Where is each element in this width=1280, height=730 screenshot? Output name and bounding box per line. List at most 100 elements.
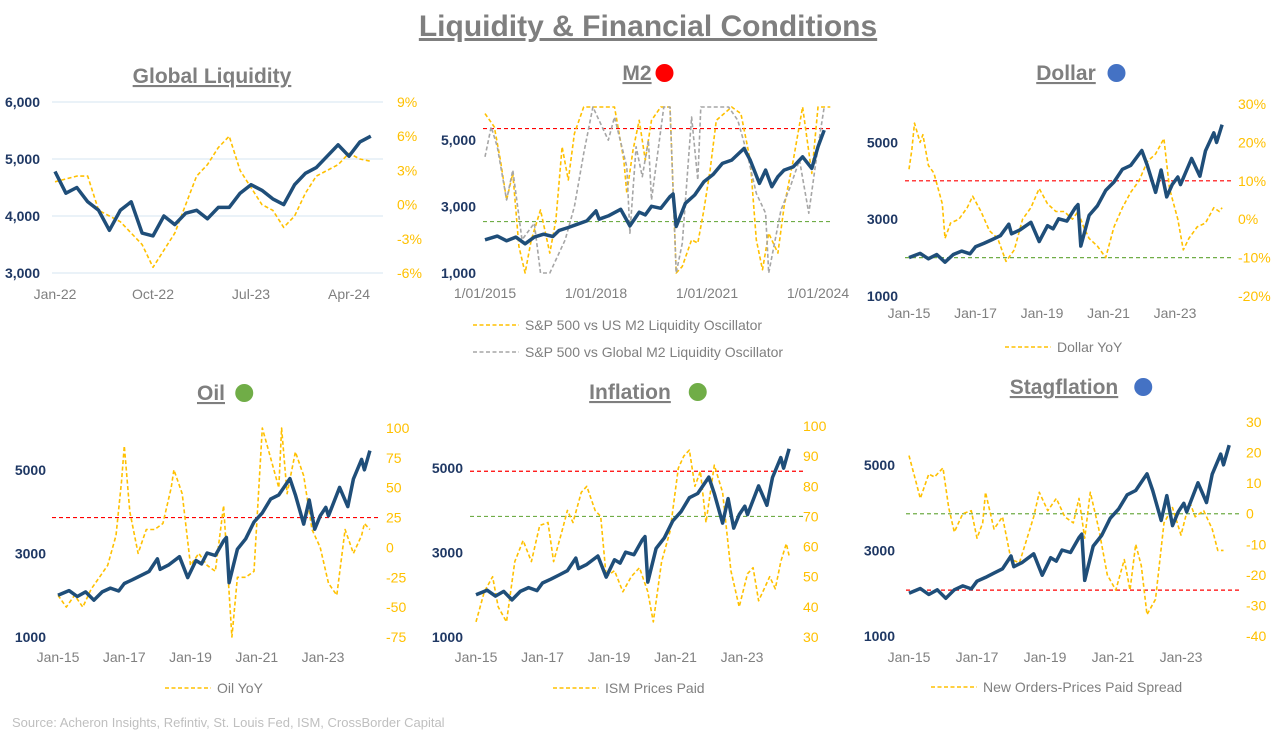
legend-label: ISM Prices Paid xyxy=(605,680,705,696)
sp500-series-line xyxy=(484,129,826,246)
y-left-tick-label: 1,000 xyxy=(441,265,476,281)
y-right-tick-label: 75 xyxy=(386,450,402,466)
legend-label: New Orders-Prices Paid Spread xyxy=(983,679,1182,695)
y-left-tick-label: 5000 xyxy=(867,134,898,150)
x-tick-label: Jul-23 xyxy=(232,286,270,302)
x-tick-label: Jan-23 xyxy=(1160,649,1203,665)
y-right-tick-label: 0 xyxy=(386,539,394,555)
x-tick-label: Jan-23 xyxy=(721,649,764,665)
y-right-tick-label: -30 xyxy=(1246,597,1266,613)
y-right-tick-label: -10 xyxy=(1246,536,1266,552)
y-right-tick-label: 40 xyxy=(803,599,819,615)
y-left-tick-label: 5000 xyxy=(864,457,895,473)
y-right-tick-label: 9% xyxy=(397,94,417,110)
y-right-tick-label: 60 xyxy=(803,539,819,555)
y-right-tick-label: -50 xyxy=(386,599,406,615)
y-left-tick-label: 6,000 xyxy=(5,94,40,110)
chart-global-liquidity: Global Liquidity 3,000 4,000 5,000 6,000 -6% -… xyxy=(5,65,422,302)
x-tick-label: Jan-19 xyxy=(169,649,212,665)
legend-label: S&P 500 vs Global M2 Liquidity Oscillato… xyxy=(525,344,783,360)
y-right-tick-label: 30 xyxy=(1246,414,1262,430)
y-left-tick-label: 3000 xyxy=(15,545,46,561)
oscillator-series-line xyxy=(484,106,831,274)
legend-label: S&P 500 vs US M2 Liquidity Oscillator xyxy=(525,317,762,333)
chart-stagflation: Stagflation 1000 3000 5000 -40 -30 -20 -10 0 10 20… xyxy=(864,376,1267,695)
x-tick-label: Jan-17 xyxy=(956,649,999,665)
chart-dollar: Dollar 1000 3000 5000 -20% -10% 0% 10% 20% 30% Jan… xyxy=(867,62,1271,355)
chart-title: Dollar xyxy=(1036,62,1096,85)
y-left-tick-label: 1000 xyxy=(15,629,46,645)
y-right-tick-label: 20% xyxy=(1238,134,1266,150)
oscillator-series-line xyxy=(908,122,1223,263)
oscillator-series-line xyxy=(54,135,371,269)
y-right-tick-label: 0% xyxy=(1238,211,1258,227)
y-left-tick-label: 3,000 xyxy=(5,265,40,281)
x-tick-label: Jan-21 xyxy=(654,649,697,665)
x-tick-label: Jan-15 xyxy=(888,305,931,321)
y-right-tick-label: 30% xyxy=(1238,96,1266,112)
y-right-tick-label: -20% xyxy=(1238,288,1271,304)
x-tick-label: Oct-22 xyxy=(132,286,174,302)
y-left-tick-label: 5,000 xyxy=(5,151,40,167)
status-dot-icon xyxy=(655,64,674,82)
y-right-tick-label: 30 xyxy=(803,629,819,645)
y-right-tick-label: 50 xyxy=(803,569,819,585)
sp500-series-line xyxy=(475,448,791,602)
source-note: Source: Acheron Insights, Refintiv, St. … xyxy=(12,715,445,730)
x-tick-label: Jan-17 xyxy=(521,649,564,665)
y-left-tick-label: 1000 xyxy=(864,628,895,644)
y-left-tick-label: 5000 xyxy=(432,460,463,476)
sp500-series-line xyxy=(53,134,372,238)
x-tick-label: Jan-15 xyxy=(888,649,931,665)
legend-label: Dollar YoY xyxy=(1057,339,1123,355)
y-right-tick-label: 3% xyxy=(397,162,417,178)
y-right-tick-label: 100 xyxy=(803,418,827,434)
chart-title: Oil xyxy=(197,382,225,405)
y-left-tick-label: 1000 xyxy=(867,288,898,304)
y-right-tick-label: -75 xyxy=(386,629,406,645)
chart-title: Global Liquidity xyxy=(133,65,292,88)
sp500-series-line xyxy=(908,124,1224,264)
y-left-tick-label: 4,000 xyxy=(5,208,40,224)
y-right-tick-label: 80 xyxy=(803,478,819,494)
x-tick-label: Jan-21 xyxy=(235,649,278,665)
y-right-tick-label: 0% xyxy=(397,197,417,213)
chart-oil: Oil 1000 3000 5000 -75 -50 -25 0 25 50 75 100 Jan-15… xyxy=(15,382,410,696)
x-tick-label: Jan-21 xyxy=(1092,649,1135,665)
x-tick-label: Jan-21 xyxy=(1087,305,1130,321)
y-left-tick-label: 3,000 xyxy=(441,199,476,215)
status-dot-icon xyxy=(235,384,254,402)
y-right-tick-label: -3% xyxy=(397,231,422,247)
y-left-tick-label: 3000 xyxy=(432,545,463,561)
charts-grid: Global Liquidity 3,000 4,000 5,000 6,000 -6% -… xyxy=(5,62,1271,696)
x-tick-label: Jan-23 xyxy=(302,649,345,665)
x-tick-label: Jan-17 xyxy=(103,649,146,665)
x-tick-label: Jan-15 xyxy=(37,649,80,665)
x-tick-label: 1/01/2018 xyxy=(565,285,627,301)
y-right-tick-label: -10% xyxy=(1238,250,1271,266)
legend-label: Oil YoY xyxy=(217,680,264,696)
y-right-tick-label: -6% xyxy=(397,265,422,281)
chart-title: M2 xyxy=(622,62,651,85)
y-left-tick-label: 5000 xyxy=(15,462,46,478)
chart-m2: M2 1,000 3,000 5,000 1/01/2015 1/01/2018 1/01/… xyxy=(441,62,849,360)
y-right-tick-label: 10% xyxy=(1238,173,1266,189)
y-left-tick-label: 3000 xyxy=(864,542,895,558)
x-tick-label: Jan-15 xyxy=(455,649,498,665)
y-left-tick-label: 3000 xyxy=(867,211,898,227)
sp500-series-line xyxy=(908,444,1231,601)
sp500-series-line xyxy=(57,450,372,602)
oscillator-series-line xyxy=(475,449,790,623)
x-tick-label: Apr-24 xyxy=(328,286,370,302)
x-tick-label: Jan-22 xyxy=(34,286,77,302)
x-tick-label: 1/01/2024 xyxy=(787,285,849,301)
chart-title: Stagflation xyxy=(1010,376,1119,399)
oscillator-series-line xyxy=(484,106,825,274)
y-left-tick-label: 1000 xyxy=(432,629,463,645)
y-right-tick-label: 0 xyxy=(1246,506,1254,522)
x-tick-label: 1/01/2021 xyxy=(676,285,738,301)
main-title: Liquidity & Financial Conditions xyxy=(419,10,877,43)
y-right-tick-label: -20 xyxy=(1246,567,1266,583)
y-right-tick-label: 6% xyxy=(397,128,417,144)
